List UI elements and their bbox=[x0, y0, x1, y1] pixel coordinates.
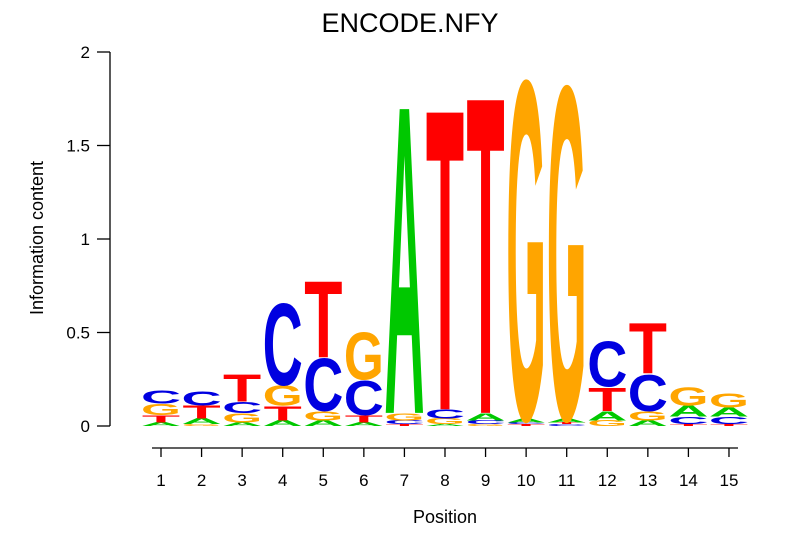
logo-letter-T-pos2: T bbox=[182, 402, 220, 423]
logo-letter-A-pos7: A bbox=[384, 13, 424, 507]
x-tick-label: 4 bbox=[278, 471, 287, 490]
logo-letter-A-pos3: A bbox=[222, 421, 262, 427]
logo-letter-T-pos9: T bbox=[466, 1, 504, 510]
logo-letter-T-pos13: T bbox=[629, 309, 667, 389]
logo-letter-G-pos9: G bbox=[466, 424, 506, 427]
logo-letter-A-pos8: A bbox=[425, 424, 465, 427]
logo-letter-G-pos12: G bbox=[587, 419, 627, 428]
logo-letter-G-pos1: G bbox=[141, 401, 181, 418]
logo-letter-C-pos6: C bbox=[344, 371, 384, 426]
logo-letter-T-pos10: T bbox=[507, 424, 545, 427]
x-axis-title: Position bbox=[412, 507, 478, 527]
logo-letter-C-pos5: C bbox=[303, 344, 343, 428]
y-tick-label: 2 bbox=[81, 43, 90, 62]
logo-letter-G-pos2: G bbox=[182, 424, 222, 427]
logo-letter-A-pos11: A bbox=[547, 418, 587, 424]
logo-letter-T-pos1: T bbox=[142, 413, 180, 425]
logo-letter-A-pos5: A bbox=[303, 419, 343, 428]
logo-letter-C-pos11: C bbox=[547, 424, 587, 427]
x-tick-label: 13 bbox=[638, 471, 657, 490]
y-tick-label: 0.5 bbox=[66, 324, 90, 343]
logo-letter-G-pos8: G bbox=[425, 417, 465, 426]
x-tick-label: 12 bbox=[598, 471, 617, 490]
x-tick-label: 15 bbox=[720, 471, 739, 490]
x-tick-label: 11 bbox=[558, 471, 576, 490]
logo-letter-A-pos9: A bbox=[466, 411, 506, 422]
logo-letter-G-pos7: G bbox=[384, 411, 424, 423]
x-tick-label: 3 bbox=[237, 471, 246, 490]
x-tick-label: 5 bbox=[319, 471, 328, 490]
logo-letter-T-pos4: T bbox=[264, 402, 302, 425]
logo-letter-A-pos2: A bbox=[182, 417, 222, 426]
logo-letter-G-pos6: G bbox=[344, 318, 384, 393]
logo-letter-T-pos8: T bbox=[426, 20, 464, 501]
logo-letter-G-pos13: G bbox=[628, 409, 668, 424]
logo-letter-T-pos3: T bbox=[223, 367, 261, 410]
logo-letter-C-pos2: C bbox=[182, 387, 222, 410]
x-tick-label: 14 bbox=[679, 471, 698, 490]
logo-letter-G-pos4: G bbox=[263, 379, 303, 411]
logo-letter-T-pos14: T bbox=[669, 424, 707, 427]
logo-letter-A-pos1: A bbox=[141, 421, 181, 427]
logo-letter-C-pos13: C bbox=[628, 365, 668, 423]
logo-letter-A-pos10: A bbox=[506, 418, 546, 424]
logo-letter-G-pos10: G bbox=[506, 0, 546, 523]
logo-letter-C-pos10: C bbox=[506, 422, 546, 425]
logo-letter-C-pos12: C bbox=[587, 328, 627, 401]
logo-letter-C-pos14: C bbox=[668, 415, 708, 426]
logo-letter-G-pos15: G bbox=[709, 389, 749, 412]
y-tick-label: 1 bbox=[81, 230, 90, 249]
x-tick-label: 9 bbox=[481, 471, 490, 490]
logo-letter-T-pos15: T bbox=[710, 424, 748, 427]
logo-letter-A-pos14: A bbox=[668, 402, 708, 420]
y-tick-label: 0 bbox=[81, 417, 90, 436]
x-tick-label: 7 bbox=[400, 471, 409, 490]
x-tick-label: 8 bbox=[440, 471, 449, 490]
x-tick-label: 1 bbox=[156, 471, 165, 490]
logo-letter-C-pos7: C bbox=[384, 419, 424, 425]
logo-letter-A-pos15: A bbox=[709, 405, 749, 420]
logo-letter-C-pos1: C bbox=[141, 387, 181, 407]
logo-letter-A-pos6: A bbox=[344, 421, 384, 427]
logo-letter-T-pos11: T bbox=[548, 422, 586, 425]
logo-letter-T-pos6: T bbox=[345, 413, 383, 425]
logo-letter-T-pos7: T bbox=[385, 424, 423, 427]
logo-letter-T-pos12: T bbox=[588, 381, 627, 419]
logo-letter-G-pos11: G bbox=[547, 0, 587, 521]
x-tick-label: 2 bbox=[197, 471, 206, 490]
logo-letter-A-pos13: A bbox=[628, 419, 668, 428]
logo-letter-C-pos9: C bbox=[466, 419, 506, 425]
logo-letter-A-pos12: A bbox=[587, 408, 627, 423]
logo-letter-A-pos4: A bbox=[263, 419, 303, 428]
logo-letter-C-pos3: C bbox=[222, 399, 262, 417]
x-tick-label: 10 bbox=[517, 471, 536, 490]
logo-letter-C-pos4: C bbox=[263, 280, 303, 410]
y-tick-label: 1.5 bbox=[66, 137, 90, 156]
logo-letter-T-pos5: T bbox=[304, 259, 342, 380]
logo-letter-C-pos15: C bbox=[709, 415, 749, 426]
logo-letter-C-pos8: C bbox=[425, 407, 465, 422]
logo-letter-G-pos3: G bbox=[222, 410, 262, 425]
x-tick-label: 6 bbox=[359, 471, 368, 490]
logo-letter-G-pos14: G bbox=[668, 382, 708, 411]
logo-letter-G-pos5: G bbox=[303, 409, 343, 424]
chart-title: ENCODE.NFY bbox=[321, 8, 499, 38]
